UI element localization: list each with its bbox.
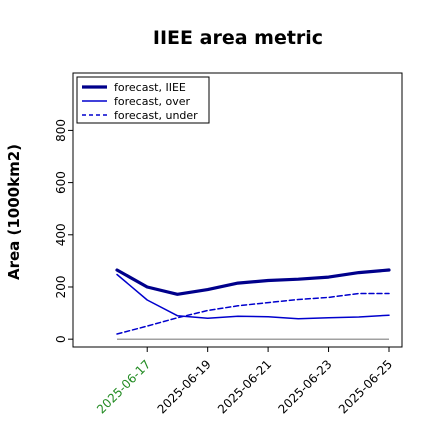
series-line-2 xyxy=(116,292,390,335)
legend-box xyxy=(76,76,210,124)
plot-frame xyxy=(72,72,403,348)
series-line-1 xyxy=(116,273,390,320)
legend-label-2: forecast, under xyxy=(114,109,198,122)
lines-layer xyxy=(115,268,391,340)
series-line-0 xyxy=(115,268,391,296)
x-tick-label: 2025-06-25 xyxy=(336,357,395,416)
x-tick-label: 2025-06-21 xyxy=(215,357,274,416)
chart-title: IIEE area metric xyxy=(153,27,323,49)
y-tick-label: 400 xyxy=(54,223,68,246)
y-axis-label: Area (1000km2) xyxy=(5,144,23,280)
x-tick-label: 2025-06-19 xyxy=(155,357,214,416)
y-tick-label: 800 xyxy=(54,119,68,142)
legend-label-0: forecast, IIEE xyxy=(114,81,186,94)
x-tick-label: 2025-06-23 xyxy=(275,357,334,416)
y-tick-label: 0 xyxy=(54,335,68,343)
y-tick-label: 200 xyxy=(54,276,68,299)
y-tick-label: 600 xyxy=(54,171,68,194)
x-tick-label: 2025-06-17 xyxy=(94,357,153,416)
legend-label-1: forecast, over xyxy=(114,95,190,108)
